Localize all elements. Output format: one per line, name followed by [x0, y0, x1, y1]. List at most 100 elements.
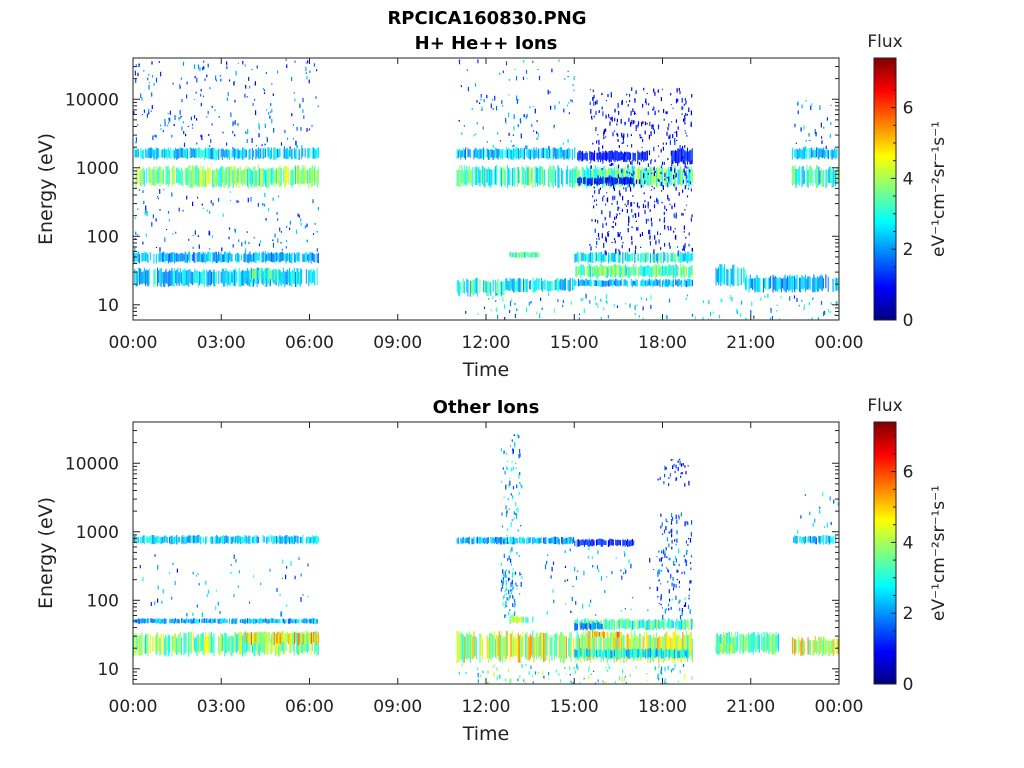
flux-dot: [616, 132, 618, 136]
flux-dot: [656, 197, 658, 203]
flux-dot: [209, 145, 211, 147]
flux-streak: [687, 634, 689, 662]
flux-dot: [317, 105, 319, 108]
flux-streak: [259, 168, 261, 186]
flux-dot: [599, 187, 601, 190]
flux-streak: [140, 170, 142, 187]
flux-dot: [764, 295, 766, 298]
flux-streak: [182, 148, 184, 158]
flux-dot: [300, 597, 302, 602]
flux-dot: [630, 608, 632, 610]
flux-streak: [491, 169, 493, 185]
flux-streak: [737, 267, 739, 286]
flux-streak: [527, 537, 529, 544]
flux-streak: [256, 253, 258, 261]
flux-streak: [223, 535, 225, 544]
flux-streak: [691, 265, 693, 277]
flux-streak: [601, 539, 603, 547]
flux-streak: [558, 538, 560, 545]
flux-streak: [526, 632, 528, 660]
flux-dot: [605, 300, 607, 303]
flux-streak: [830, 640, 832, 654]
flux-streak: [605, 254, 607, 263]
flux-streak: [221, 166, 223, 184]
flux-streak: [744, 277, 746, 290]
flux-streak: [633, 540, 635, 546]
flux-streak: [479, 169, 481, 187]
flux-streak: [751, 632, 753, 652]
flux-dot: [671, 160, 673, 165]
flux-streak: [811, 537, 813, 544]
flux-streak: [610, 252, 612, 263]
flux-dot: [691, 94, 693, 98]
flux-streak: [513, 536, 515, 545]
flux-streak: [664, 266, 666, 277]
flux-dot: [639, 233, 641, 237]
flux-streak: [249, 535, 251, 545]
flux-dot: [486, 94, 488, 99]
flux-streak: [165, 535, 167, 543]
flux-dot: [618, 676, 620, 681]
flux-streak: [140, 148, 142, 159]
flux-dot: [658, 672, 660, 676]
flux-streak: [684, 252, 686, 261]
flux-dot: [537, 132, 539, 138]
flux-streak: [643, 621, 645, 629]
flux-streak: [611, 252, 613, 262]
flux-streak: [517, 632, 519, 663]
flux-dot: [314, 223, 316, 225]
flux-streak: [208, 147, 210, 159]
flux-streak: [557, 165, 559, 188]
flux-streak: [469, 149, 471, 158]
flux-streak: [521, 636, 523, 657]
flux-dot: [614, 240, 616, 244]
flux-streak: [510, 149, 512, 160]
flux-streak: [550, 538, 552, 544]
flux-dot: [505, 505, 507, 510]
flux-dot: [160, 71, 162, 77]
flux-dot: [662, 146, 664, 151]
flux-dot: [672, 134, 674, 139]
flux-streak: [252, 633, 254, 645]
flux-streak: [723, 264, 725, 285]
flux-streak: [832, 167, 834, 187]
flux-streak: [558, 635, 560, 659]
flux-streak: [310, 632, 312, 655]
flux-streak: [501, 150, 503, 158]
flux-streak: [609, 538, 611, 547]
flux-dot: [505, 512, 508, 518]
flux-streak: [209, 148, 211, 160]
flux-streak: [267, 618, 269, 625]
flux-streak: [576, 251, 578, 263]
flux-streak: [224, 150, 226, 158]
flux-streak: [691, 650, 693, 657]
flux-dot: [251, 68, 253, 71]
x-tick-label: 03:00: [197, 697, 246, 717]
flux-streak: [224, 251, 226, 262]
flux-dot: [683, 571, 685, 573]
flux-streak: [666, 280, 668, 288]
flux-streak: [231, 254, 233, 262]
flux-dot: [501, 512, 503, 516]
flux-streak: [236, 150, 238, 159]
flux-dot: [608, 666, 610, 670]
flux-streak: [141, 150, 143, 159]
flux-streak: [678, 169, 680, 185]
flux-streak: [239, 536, 241, 545]
flux-streak: [797, 168, 799, 184]
flux-dot: [670, 93, 672, 96]
colorbar-unit: eV⁻¹cm⁻²sr⁻¹s⁻¹: [929, 485, 949, 621]
flux-streak: [519, 150, 521, 160]
flux-dot: [600, 317, 602, 320]
flux-dot: [661, 522, 663, 527]
flux-streak: [629, 267, 631, 277]
flux-dot: [135, 141, 137, 144]
flux-streak: [205, 631, 207, 653]
flux-dot: [179, 83, 181, 87]
flux-streak: [758, 278, 760, 293]
flux-dot: [605, 136, 607, 138]
flux-dot: [148, 108, 150, 112]
flux-dot: [142, 190, 144, 193]
flux-dot: [665, 547, 667, 551]
flux-dot: [512, 613, 514, 618]
